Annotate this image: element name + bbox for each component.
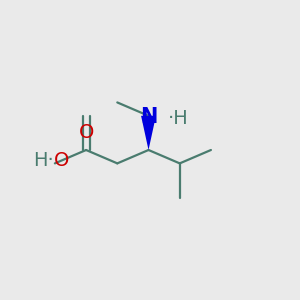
- Text: O: O: [53, 151, 69, 170]
- Polygon shape: [141, 116, 156, 150]
- Text: H·: H·: [33, 151, 53, 170]
- Text: N: N: [140, 107, 157, 127]
- Text: ·H: ·H: [168, 109, 189, 128]
- Text: O: O: [78, 123, 94, 142]
